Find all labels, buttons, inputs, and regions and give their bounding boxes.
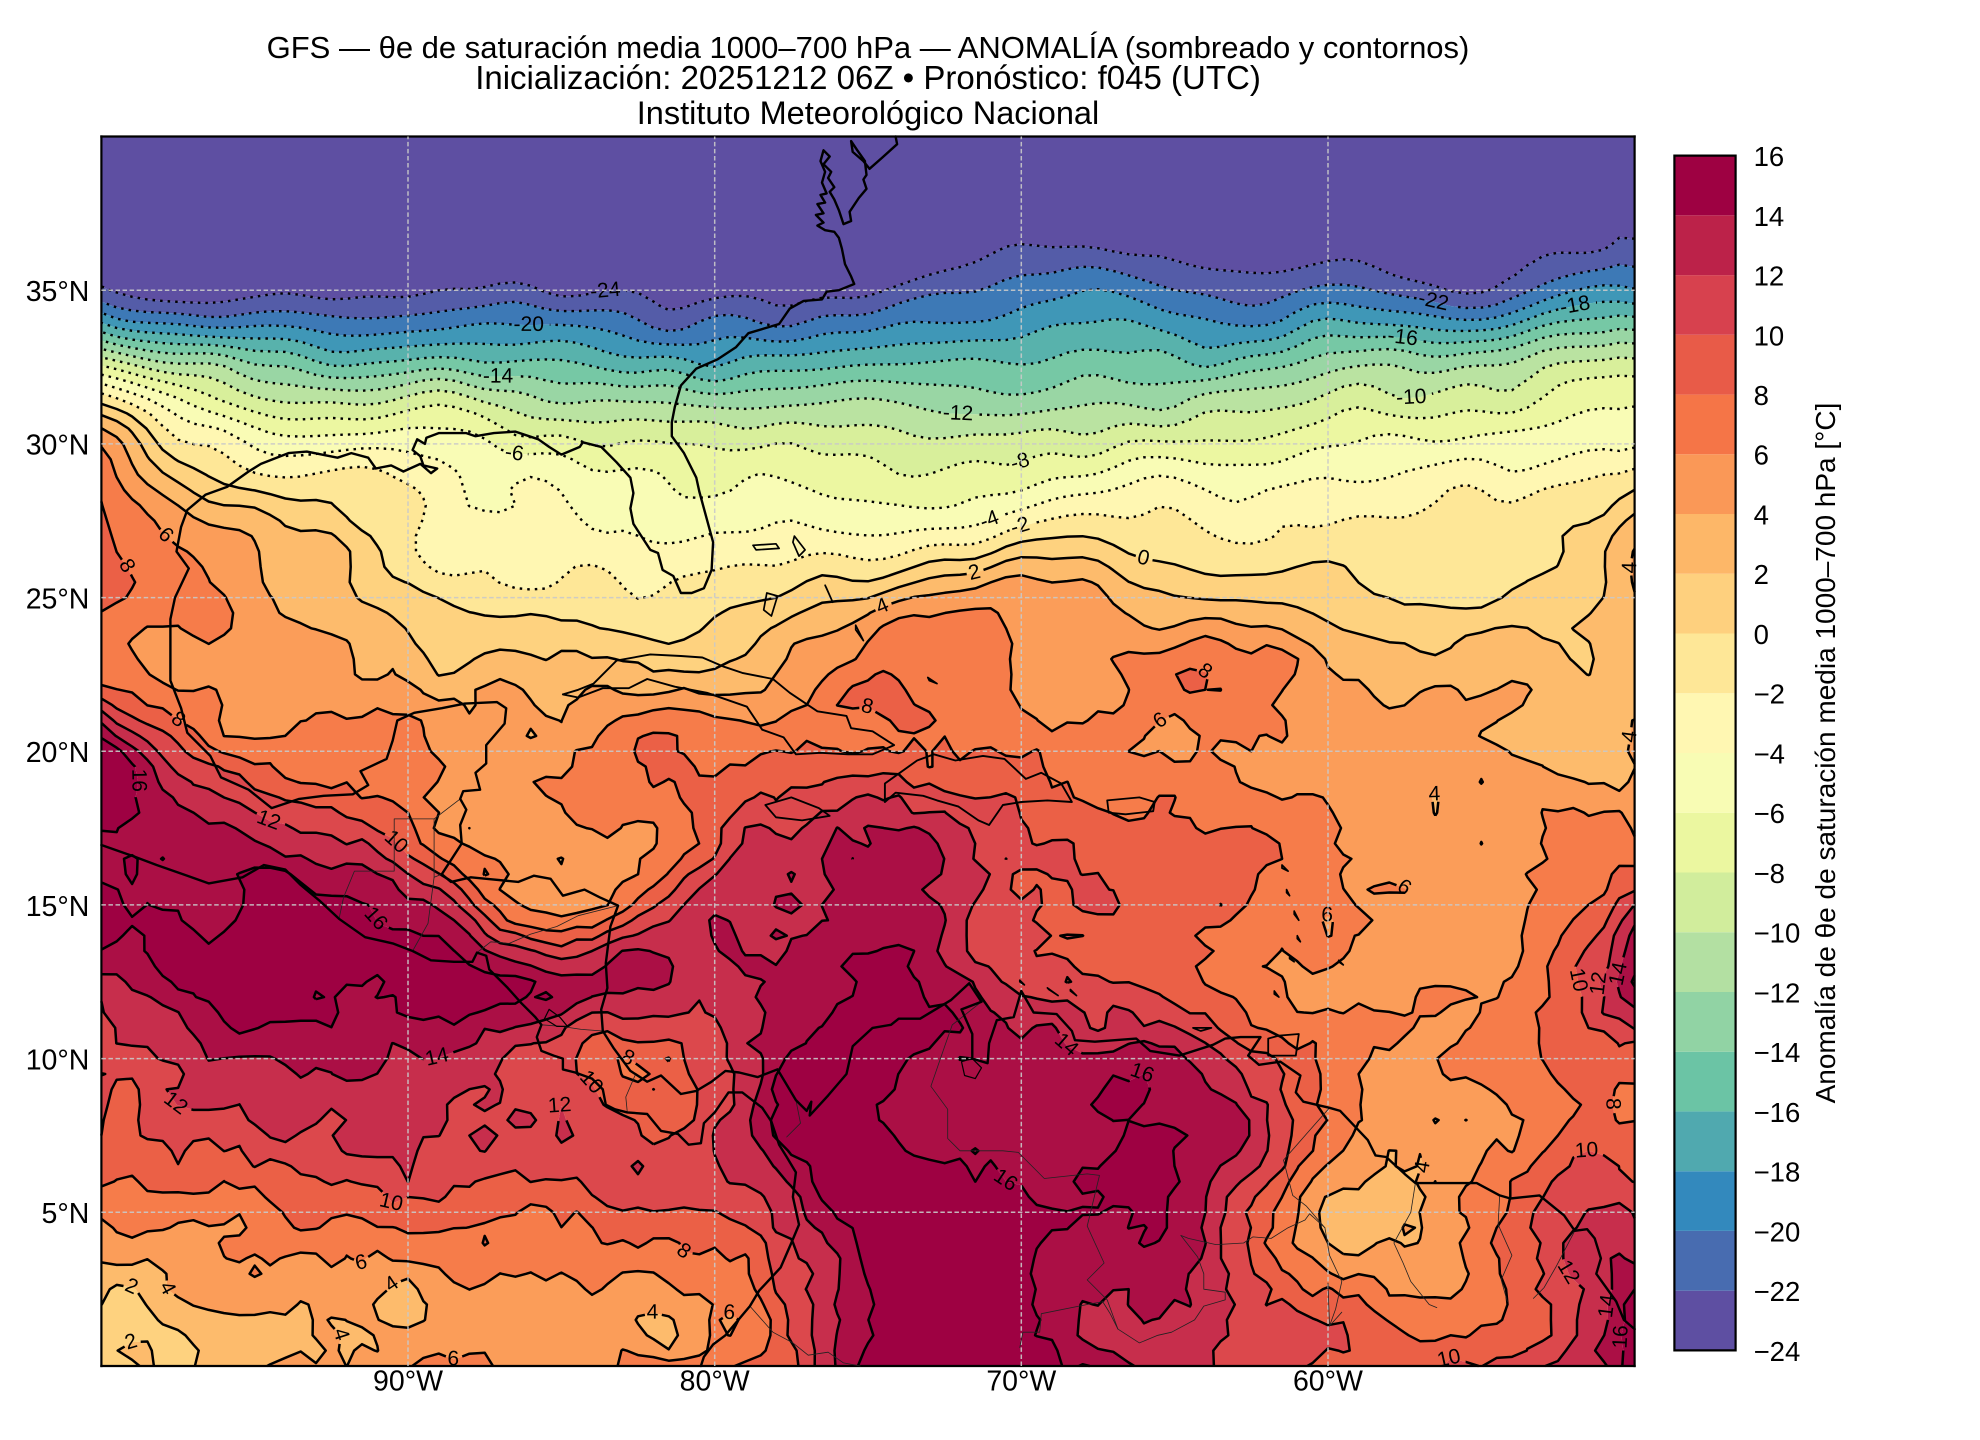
svg-text:−20: −20 — [1754, 1216, 1801, 1247]
svg-text:−22: −22 — [1754, 1276, 1801, 1307]
svg-text:10°N: 10°N — [26, 1044, 90, 1076]
svg-text:0: 0 — [1754, 619, 1769, 650]
svg-text:16: 16 — [127, 768, 150, 792]
svg-text:16: 16 — [1609, 1325, 1633, 1349]
svg-text:70°W: 70°W — [986, 1366, 1056, 1398]
svg-text:10: 10 — [1574, 1138, 1599, 1163]
svg-text:12: 12 — [1586, 970, 1612, 996]
svg-text:10: 10 — [1435, 1344, 1463, 1372]
svg-text:−6: −6 — [1754, 798, 1785, 829]
svg-text:−12: −12 — [1754, 977, 1801, 1008]
svg-text:-12: -12 — [942, 401, 973, 425]
svg-text:-14: -14 — [483, 365, 514, 388]
svg-text:-18: -18 — [1558, 291, 1592, 319]
svg-text:6: 6 — [447, 1347, 459, 1370]
svg-text:30°N: 30°N — [26, 430, 90, 462]
svg-text:-20: -20 — [514, 313, 544, 336]
svg-text:4: 4 — [1410, 1159, 1435, 1175]
svg-text:4: 4 — [647, 1301, 659, 1324]
svg-text:6: 6 — [353, 1250, 370, 1275]
svg-text:4: 4 — [1428, 782, 1441, 805]
svg-text:6: 6 — [1754, 440, 1769, 471]
svg-text:2: 2 — [1754, 559, 1769, 590]
svg-text:-6: -6 — [503, 440, 525, 466]
svg-text:16: 16 — [1754, 141, 1785, 172]
svg-text:14: 14 — [1605, 960, 1632, 988]
svg-text:35°N: 35°N — [26, 276, 90, 308]
svg-text:14: 14 — [423, 1043, 451, 1071]
svg-text:4: 4 — [1617, 729, 1641, 744]
svg-text:14: 14 — [1754, 201, 1785, 232]
svg-text:6: 6 — [723, 1301, 736, 1325]
svg-text:15°N: 15°N — [26, 891, 90, 923]
svg-text:12: 12 — [1754, 261, 1785, 292]
svg-text:10: 10 — [377, 1188, 405, 1216]
svg-text:−10: −10 — [1754, 918, 1801, 949]
svg-text:−8: −8 — [1754, 858, 1785, 889]
svg-text:Inicialización: 20251212 06Z: Inicialización: 20251212 06Z • Pronóstic… — [475, 59, 1261, 96]
svg-text:8: 8 — [1601, 1098, 1624, 1110]
svg-text:8: 8 — [859, 694, 876, 719]
svg-text:-10: -10 — [1395, 385, 1427, 410]
svg-text:90°W: 90°W — [373, 1366, 443, 1398]
svg-text:Anomalía de θe de saturación m: Anomalía de θe de saturación media 1000–… — [1810, 403, 1841, 1104]
svg-text:60°W: 60°W — [1293, 1366, 1363, 1398]
svg-text:−24: −24 — [1754, 1336, 1801, 1367]
svg-text:2: 2 — [966, 560, 983, 585]
svg-text:14: 14 — [1594, 1293, 1620, 1319]
svg-text:12: 12 — [547, 1093, 572, 1118]
svg-text:10: 10 — [1754, 320, 1785, 351]
svg-text:Instituto Meteorológico Nacion: Instituto Meteorológico Nacional — [637, 95, 1099, 131]
svg-text:20°N: 20°N — [26, 737, 90, 769]
svg-text:-16: -16 — [1386, 324, 1419, 351]
svg-text:25°N: 25°N — [26, 583, 90, 615]
svg-text:5°N: 5°N — [42, 1198, 90, 1230]
svg-text:80°W: 80°W — [680, 1366, 750, 1398]
svg-text:8: 8 — [1754, 380, 1769, 411]
svg-text:−14: −14 — [1754, 1037, 1801, 1068]
svg-text:−18: −18 — [1754, 1157, 1801, 1188]
svg-text:GFS — θe de saturación media 1: GFS — θe de saturación media 1000–700 hP… — [267, 30, 1470, 65]
svg-text:−2: −2 — [1754, 679, 1785, 710]
svg-text:6: 6 — [1321, 903, 1333, 926]
svg-text:4: 4 — [1618, 561, 1641, 574]
svg-text:−4: −4 — [1754, 738, 1785, 769]
svg-text:4: 4 — [1754, 499, 1769, 530]
svg-text:−16: −16 — [1754, 1097, 1801, 1128]
svg-text:0: 0 — [1135, 545, 1152, 570]
svg-text:10: 10 — [1565, 966, 1592, 994]
